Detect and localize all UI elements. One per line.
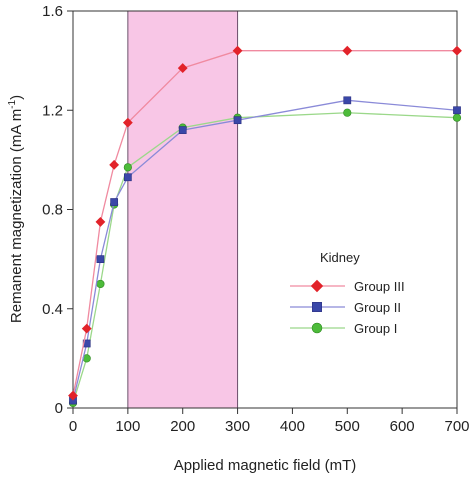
legend-marker-group-iii	[310, 279, 324, 293]
point-group-iii-700	[452, 45, 462, 56]
point-group-ii-700	[453, 106, 461, 115]
x-tick-label-0: 0	[69, 418, 77, 435]
point-group-i-500	[343, 108, 352, 117]
legend-label-group-ii: Group II	[354, 300, 401, 315]
series-group-iii	[68, 45, 462, 401]
x-tick-label-300: 300	[225, 418, 250, 435]
x-tick-label-400: 400	[280, 418, 305, 435]
point-group-ii-300	[233, 116, 242, 125]
x-tick-label-100: 100	[115, 418, 140, 435]
point-group-iii-75	[109, 159, 120, 170]
shaded-region	[127, 11, 238, 408]
y-axis-title-superscript: -1	[7, 99, 18, 108]
legend-title: Kidney	[320, 250, 360, 265]
legend-marker-group-ii	[312, 302, 322, 312]
axes: 0 100 200 300 400 500 600 700 0 0.4 0.8 1.2 1.6	[42, 3, 469, 435]
y-tick-label-1.2: 1.2	[42, 102, 63, 119]
point-group-ii-100	[123, 173, 132, 182]
series-layer	[68, 45, 462, 408]
x-tick-label-500: 500	[335, 418, 360, 435]
point-group-iii-200	[177, 63, 188, 73]
point-group-ii-200	[178, 126, 187, 134]
point-group-ii-75	[110, 198, 119, 206]
point-group-iii-500	[342, 45, 353, 56]
point-group-ii-50	[96, 255, 105, 263]
legend-label-group-iii: Group III	[354, 279, 405, 294]
point-group-iii-50	[95, 216, 106, 227]
y-tick-label-0.8: 0.8	[42, 202, 63, 219]
point-group-iii-100	[122, 117, 133, 128]
y-tick-label-1.6: 1.6	[42, 3, 63, 20]
point-group-i-50	[96, 279, 105, 289]
x-tick-label-200: 200	[170, 418, 195, 435]
point-group-iii-300	[232, 45, 243, 56]
y-axis-title-main: Remanent magnetization (mA m	[8, 109, 25, 323]
y-axis-title-close: )	[8, 95, 25, 100]
point-group-iii-0	[68, 390, 78, 401]
x-axis-title: Applied magnetic field (mT)	[174, 457, 357, 474]
point-group-iii-25	[81, 323, 92, 334]
y-tick-label-0.4: 0.4	[42, 301, 63, 318]
y-axis-title: Remanent magnetization (mA m-1)	[7, 95, 25, 323]
legend: Kidney Group III Group II Group I	[290, 250, 405, 336]
y-tick-label-0: 0	[55, 400, 63, 417]
point-group-i-700	[452, 113, 462, 122]
point-group-i-100	[123, 163, 132, 172]
x-tick-label-700: 700	[444, 418, 469, 435]
x-tick-label-600: 600	[390, 418, 415, 435]
point-group-ii-500	[343, 96, 352, 105]
shaded-region-layer	[127, 11, 239, 408]
legend-label-group-i: Group I	[354, 321, 397, 336]
legend-marker-group-i	[311, 322, 323, 334]
